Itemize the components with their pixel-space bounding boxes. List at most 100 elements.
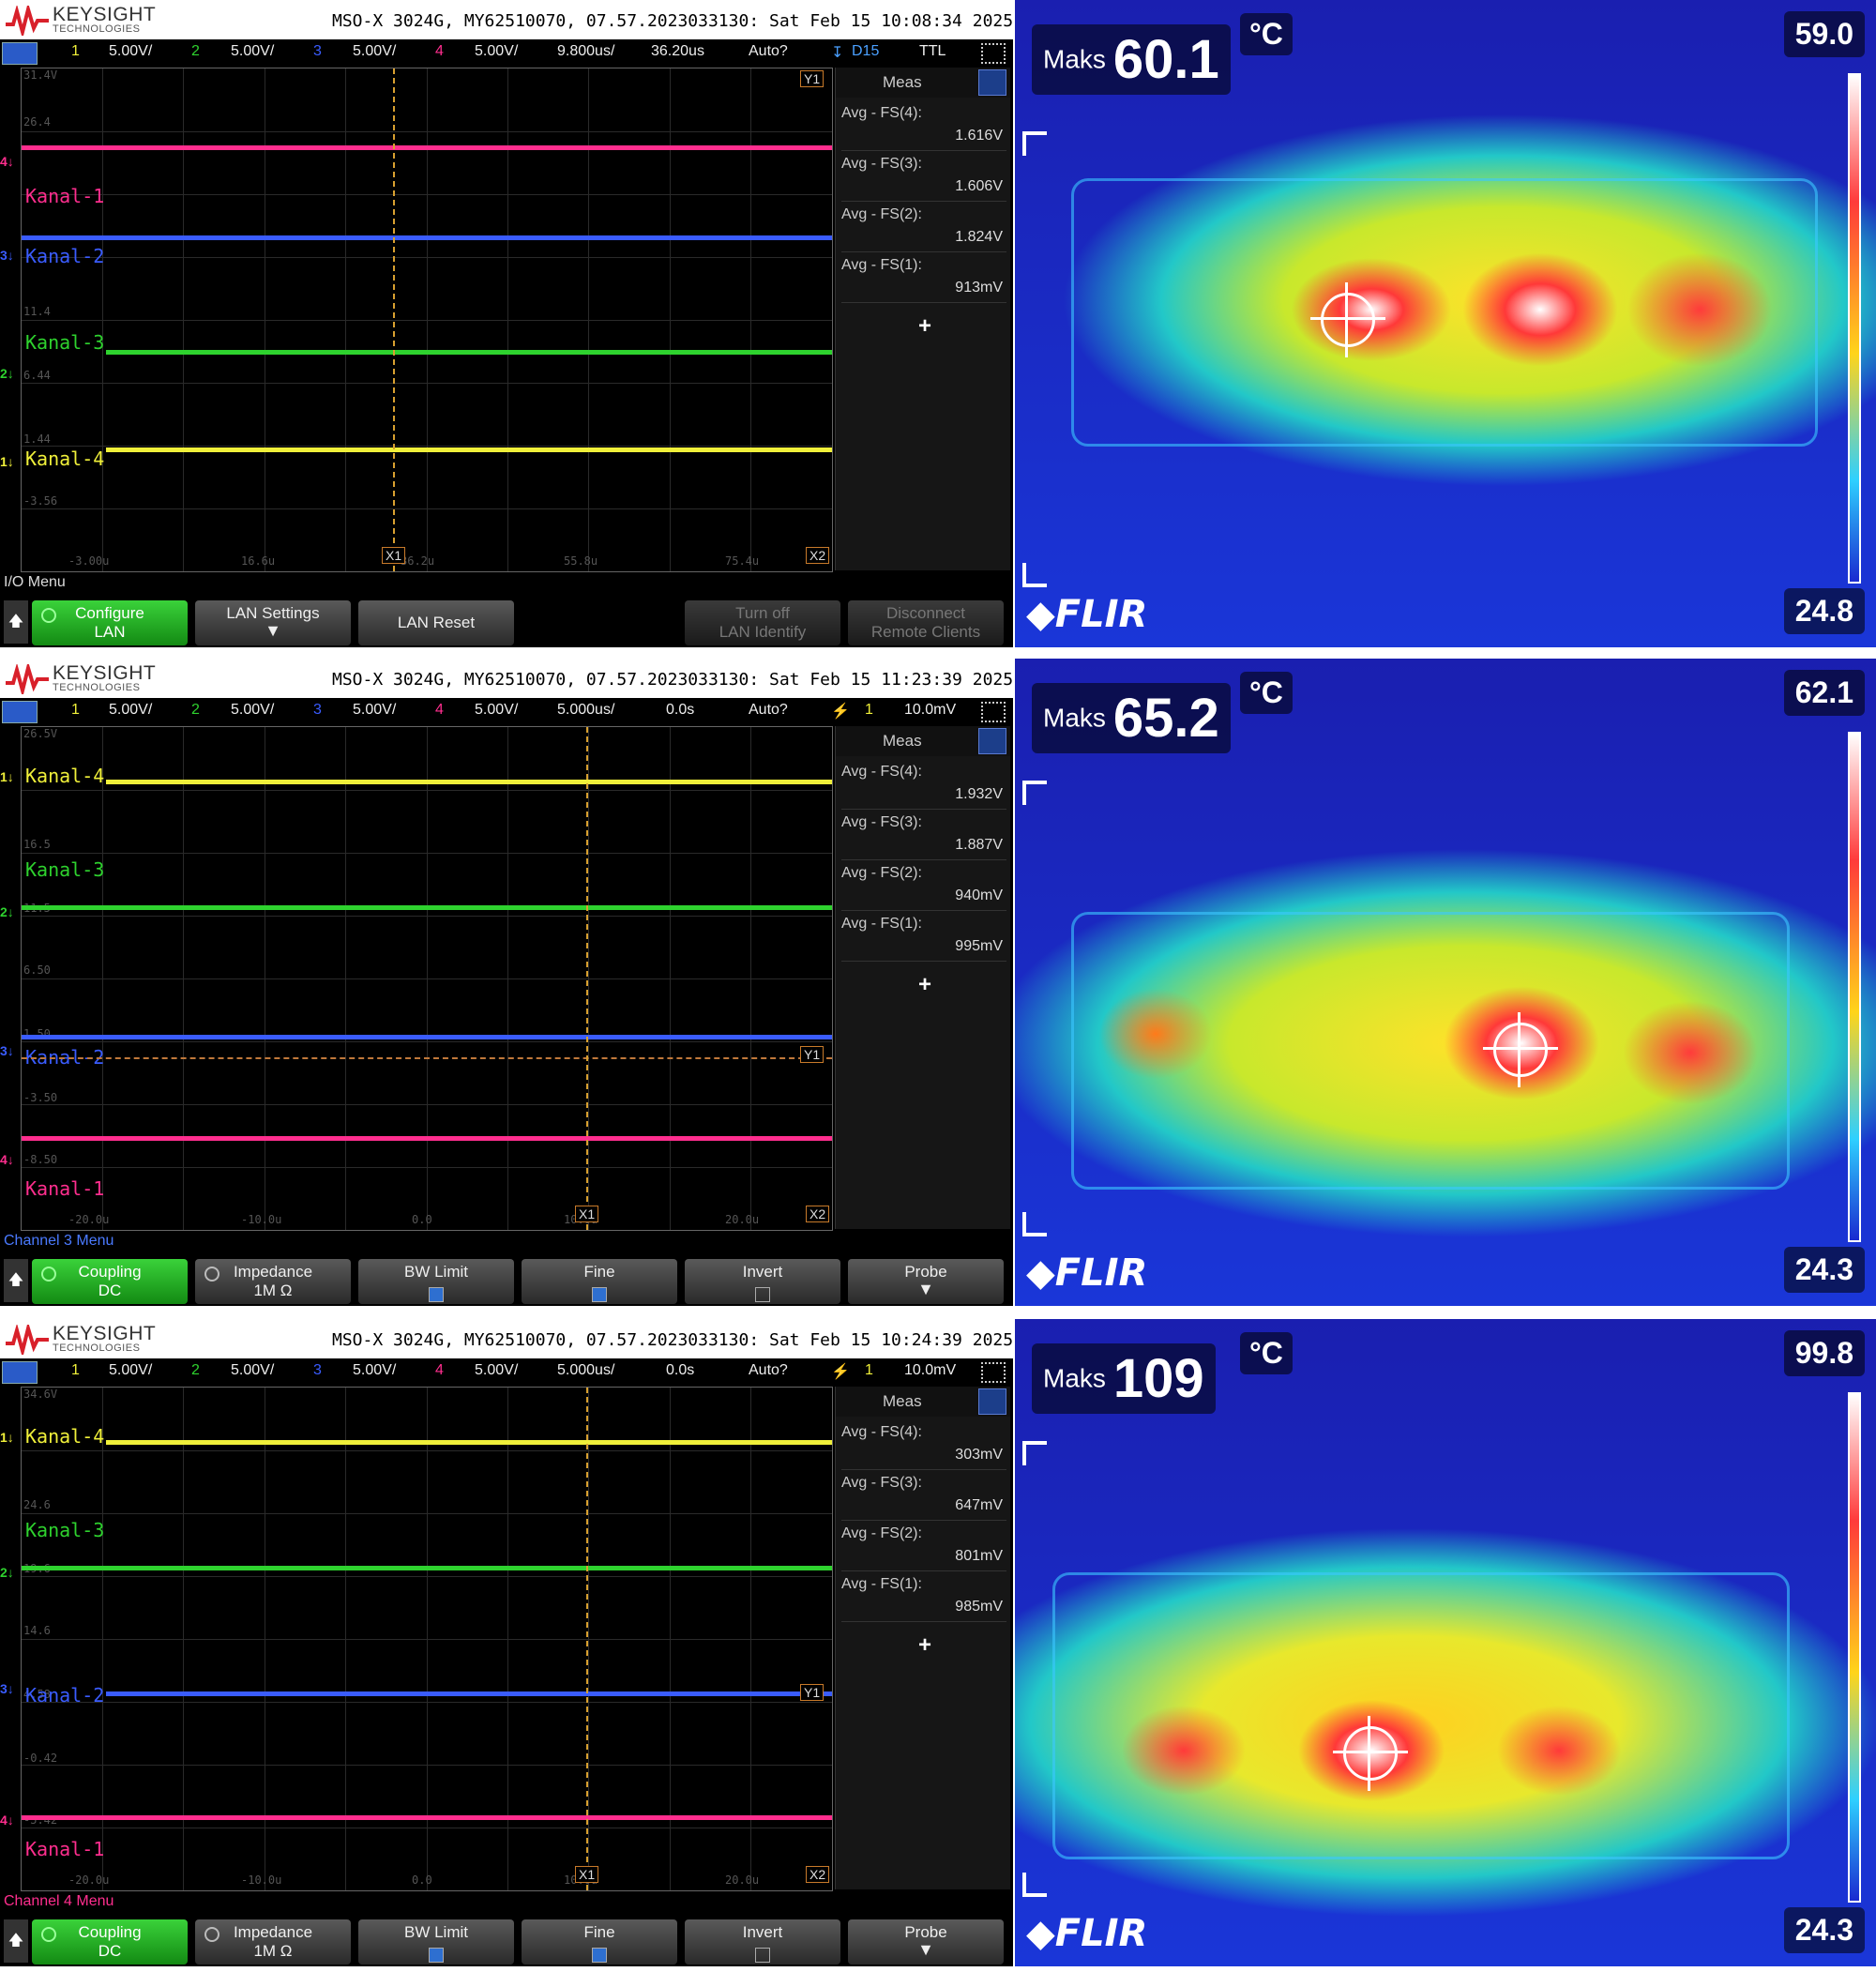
ch3-ground-marker[interactable]: 3↓ xyxy=(0,248,14,263)
ch1-ground-marker[interactable]: 1↓ xyxy=(0,769,14,784)
meas-menu-icon[interactable] xyxy=(978,69,1006,96)
trace-label-kanal-4: Kanal-4 xyxy=(25,447,105,470)
probe-button[interactable]: Probe ▼ xyxy=(848,1919,1004,1964)
trace-channel-2 xyxy=(22,1566,832,1570)
softkey-bar: 🡅 Coupling DC Impedance 1M Ω BW Limit Fine… xyxy=(0,1253,1013,1306)
oscilloscope-screen-2: KEYSIGHT TECHNOLOGIES MSO-X 3024G, MY625… xyxy=(0,659,1013,1306)
selection-icon[interactable] xyxy=(981,1362,1006,1383)
meas-item[interactable]: Avg - FS(2): 940mV xyxy=(841,861,1006,911)
trace-channel-4 xyxy=(22,1136,832,1141)
ch4-ground-marker[interactable]: 4↓ xyxy=(0,1152,14,1167)
configure-lan-button[interactable]: Configure LAN xyxy=(32,600,188,645)
ch2-ground-marker[interactable]: 2↓ xyxy=(0,366,14,381)
back-arrow-icon[interactable]: 🡅 xyxy=(4,1919,28,1963)
back-arrow-icon[interactable]: 🡅 xyxy=(4,1259,28,1302)
meas-item[interactable]: Avg - FS(1): 995mV xyxy=(841,912,1006,962)
cursor-x1-label[interactable]: X1 xyxy=(575,1866,599,1883)
bw-limit-button[interactable]: BW Limit xyxy=(358,1259,514,1304)
ch2-ground-marker[interactable]: 2↓ xyxy=(0,904,14,919)
main-menu-icon[interactable] xyxy=(2,701,38,723)
scale-low: 24.3 xyxy=(1783,1247,1865,1293)
ch4-ground-marker[interactable]: 4↓ xyxy=(0,1813,14,1828)
add-measurement-button[interactable]: + xyxy=(918,1632,932,1658)
meas-menu-icon[interactable] xyxy=(978,1388,1006,1415)
cursor-y1-label[interactable]: Y1 xyxy=(800,1046,825,1063)
channel-status-bar: 1 5.00V/ 2 5.00V/ 3 5.00V/ 4 5.00V/ 5.00… xyxy=(0,1358,1013,1385)
impedance-button[interactable]: Impedance 1M Ω xyxy=(195,1259,351,1304)
cursor-x2-label[interactable]: X2 xyxy=(806,1206,830,1222)
add-measurement-button[interactable]: + xyxy=(918,313,932,339)
cursor-y1-label[interactable]: Y1 xyxy=(800,1684,825,1701)
meas-item[interactable]: Avg - FS(2): 801mV xyxy=(841,1522,1006,1571)
coupling-button[interactable]: Coupling DC xyxy=(32,1259,188,1304)
turn-off-lan-identify-button[interactable]: Turn off LAN Identify xyxy=(685,600,840,645)
ch3-ground-marker[interactable]: 3↓ xyxy=(0,1043,14,1058)
cursor-x2-label[interactable]: X2 xyxy=(806,547,830,564)
scale-low: 24.8 xyxy=(1783,588,1865,634)
add-measurement-button[interactable]: + xyxy=(918,972,932,997)
cursor-x1-label[interactable]: X1 xyxy=(575,1206,599,1222)
trace-label-kanal-4: Kanal-4 xyxy=(25,765,105,787)
meas-item[interactable]: Avg - FS(4): 1.932V xyxy=(841,760,1006,810)
meas-item[interactable]: Avg - FS(1): 985mV xyxy=(841,1572,1006,1622)
fine-button[interactable]: Fine xyxy=(522,1259,677,1304)
selection-icon[interactable] xyxy=(981,702,1006,722)
meas-menu-icon[interactable] xyxy=(978,728,1006,754)
trace-channel-2 xyxy=(22,905,832,910)
bw-limit-checkbox[interactable] xyxy=(429,1287,444,1302)
main-menu-icon[interactable] xyxy=(2,42,38,65)
cursor-x1[interactable] xyxy=(393,68,395,571)
frame-corner-icon xyxy=(1022,1873,1047,1897)
invert-button[interactable]: Invert xyxy=(685,1919,840,1964)
ch2-ground-marker[interactable]: 2↓ xyxy=(0,1565,14,1580)
probe-button[interactable]: Probe ▼ xyxy=(848,1259,1004,1304)
bw-limit-button[interactable]: BW Limit xyxy=(358,1919,514,1964)
invert-checkbox[interactable] xyxy=(755,1287,770,1302)
main-menu-icon[interactable] xyxy=(2,1361,38,1384)
lan-reset-button[interactable]: LAN Reset xyxy=(358,600,514,645)
meas-item[interactable]: Avg - FS(3): 647mV xyxy=(841,1471,1006,1521)
fine-checkbox[interactable] xyxy=(592,1948,607,1963)
waveform-grid[interactable]: 34.6V 24.6 19.6 14.6 4.58 -0.42 -5.42 -2… xyxy=(21,1387,833,1891)
waveform-grid[interactable]: 26.5V 16.5 11.5 6.50 1.50 -3.50 -8.50 -2… xyxy=(21,726,833,1231)
trace-channel-4 xyxy=(22,145,832,150)
coupling-button[interactable]: Coupling DC xyxy=(32,1919,188,1964)
cursor-x2-label[interactable]: X2 xyxy=(806,1866,830,1883)
ch4-ground-marker[interactable]: 4↓ xyxy=(0,154,14,169)
row-2: KEYSIGHT TECHNOLOGIES MSO-X 3024G, MY625… xyxy=(0,659,1876,1306)
oscilloscope-screen-3: KEYSIGHT TECHNOLOGIES MSO-X 3024G, MY625… xyxy=(0,1319,1013,1966)
cursor-x1-label[interactable]: X1 xyxy=(382,547,406,564)
meas-item[interactable]: Avg - FS(3): 1.887V xyxy=(841,811,1006,860)
ch3-ground-marker[interactable]: 3↓ xyxy=(0,1681,14,1696)
invert-checkbox[interactable] xyxy=(755,1948,770,1963)
cursor-y1[interactable] xyxy=(22,1057,832,1059)
meas-item[interactable]: Avg - FS(1): 913mV xyxy=(841,253,1006,303)
waveform-grid[interactable]: 31.4V 26.4 11.4 6.44 1.44 -3.56 -3.00u 1… xyxy=(21,68,833,572)
disconnect-remote-clients-button[interactable]: Disconnect Remote Clients xyxy=(848,600,1004,645)
menu-title: I/O Menu xyxy=(4,574,66,590)
selection-icon[interactable] xyxy=(981,43,1006,64)
fine-checkbox[interactable] xyxy=(592,1287,607,1302)
meas-item[interactable]: Avg - FS(4): 1.616V xyxy=(841,101,1006,151)
fine-button[interactable]: Fine xyxy=(522,1919,677,1964)
bw-limit-checkbox[interactable] xyxy=(429,1948,444,1963)
meas-item[interactable]: Avg - FS(2): 1.824V xyxy=(841,203,1006,252)
ch1-ground-marker[interactable]: 1↓ xyxy=(0,454,14,469)
cursor-y1-label[interactable]: Y1 xyxy=(800,70,825,87)
lan-settings-button[interactable]: LAN Settings ▼ xyxy=(195,600,351,645)
meas-item[interactable]: Avg - FS(4): 303mV xyxy=(841,1420,1006,1470)
keysight-logo: KEYSIGHT TECHNOLOGIES xyxy=(4,1323,156,1357)
cursor-x1[interactable] xyxy=(586,1388,588,1890)
softkey-bar: 🡅 Configure LAN LAN Settings ▼ LAN Reset T… xyxy=(0,595,1013,647)
model-info: MSO-X 3024G, MY62510070, 07.57.202303313… xyxy=(332,11,1013,31)
back-arrow-icon[interactable]: 🡅 xyxy=(4,600,28,644)
trace-label-kanal-1: Kanal-1 xyxy=(25,185,105,207)
meas-item[interactable]: Avg - FS(3): 1.606V xyxy=(841,152,1006,202)
frame-corner-icon xyxy=(1022,131,1047,156)
invert-button[interactable]: Invert xyxy=(685,1259,840,1304)
impedance-button[interactable]: Impedance 1M Ω xyxy=(195,1919,351,1964)
max-temperature: Maks 60.1 xyxy=(1032,24,1231,95)
scope-header: KEYSIGHT TECHNOLOGIES MSO-X 3024G, MY625… xyxy=(0,659,1013,698)
ch1-ground-marker[interactable]: 1↓ xyxy=(0,1430,14,1445)
cursor-x1[interactable] xyxy=(586,727,588,1230)
